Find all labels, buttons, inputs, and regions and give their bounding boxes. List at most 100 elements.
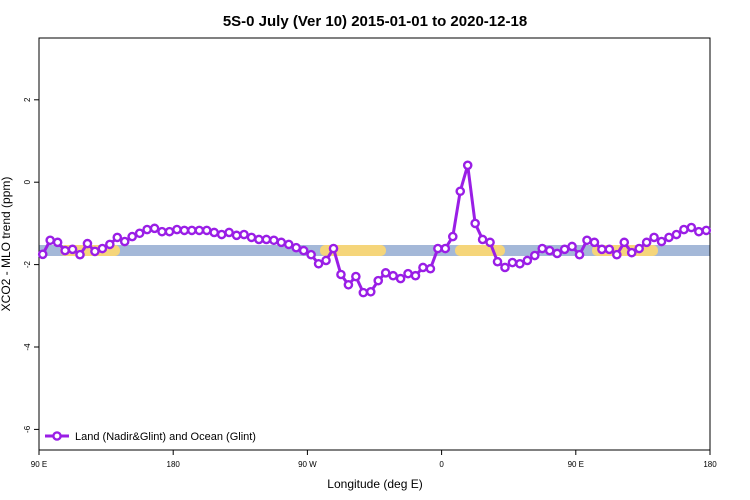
data-point <box>105 239 115 250</box>
data-point <box>388 270 398 281</box>
legend-label: Land (Nadir&Glint) and Ocean (Glint) <box>75 431 256 443</box>
x-tick-label: 180 <box>167 460 181 469</box>
data-point <box>619 237 630 248</box>
plot-frame <box>38 37 711 451</box>
data-point <box>97 243 108 254</box>
data-point <box>641 237 652 248</box>
data-point <box>239 229 249 240</box>
data-point <box>164 226 175 237</box>
land-band <box>455 245 505 256</box>
data-point <box>75 249 85 260</box>
data-point <box>507 257 518 268</box>
data-point <box>269 235 279 246</box>
x-tick-label: 0 <box>439 460 444 469</box>
data-point <box>343 279 354 290</box>
data-point <box>425 263 436 274</box>
data-point <box>321 255 331 266</box>
data-point <box>403 268 413 279</box>
data-point <box>134 228 145 239</box>
data-point <box>60 245 70 256</box>
data-point <box>313 258 324 269</box>
data-point <box>529 250 540 261</box>
x-axis-label: Longitude (deg E) <box>327 477 422 491</box>
data-point <box>455 186 466 197</box>
data-point <box>328 243 339 254</box>
data-point <box>201 225 212 236</box>
data-point <box>500 262 510 273</box>
x-tick-label: 90 W <box>298 460 317 469</box>
chart-title: 5S-0 July (Ver 10) 2015-01-01 to 2020-12… <box>223 13 527 30</box>
data-point <box>485 237 495 248</box>
y-tick-label: 2 <box>23 97 32 102</box>
data-point <box>410 270 421 281</box>
data-point <box>298 245 309 256</box>
y-axis-label: XCO2 - MLO trend (ppm) <box>0 177 13 312</box>
data-point <box>157 226 167 237</box>
y-tick-label: -6 <box>23 425 32 433</box>
data-point <box>37 249 48 260</box>
data-point <box>612 249 622 260</box>
y-tick-label: 0 <box>23 179 32 184</box>
data-point <box>582 235 592 246</box>
x-tick-label: 180 <box>703 460 717 469</box>
y-tick-label: -2 <box>23 260 32 268</box>
data-point <box>694 226 704 237</box>
data-point <box>470 218 480 229</box>
data-point <box>172 224 182 235</box>
data-point <box>52 237 63 248</box>
data-point <box>656 236 667 247</box>
data-point <box>82 238 93 249</box>
data-point <box>224 227 234 238</box>
data-point <box>336 269 346 280</box>
y-tick-label: -4 <box>23 343 32 351</box>
data-point <box>515 258 525 269</box>
data-point <box>649 232 659 243</box>
data-point <box>671 229 682 240</box>
data-point <box>626 247 637 258</box>
data-point <box>283 239 294 250</box>
data-point <box>701 225 712 236</box>
data-point <box>559 244 570 255</box>
data-point <box>522 255 533 266</box>
data-point <box>119 236 130 247</box>
data-point <box>112 232 123 243</box>
data-point <box>462 160 473 171</box>
data-point <box>447 231 458 242</box>
data-point <box>544 245 555 256</box>
data-point <box>90 246 100 257</box>
x-tick-label: 90 E <box>31 460 47 469</box>
data-point <box>597 244 607 255</box>
legend-marker <box>52 431 62 441</box>
x-tick-label: 90 E <box>568 460 584 469</box>
data-point <box>686 222 697 233</box>
data-point <box>418 262 428 273</box>
data-point <box>373 275 384 286</box>
data-point <box>306 249 316 260</box>
data-point <box>679 224 689 235</box>
data-point <box>574 249 585 260</box>
data-point <box>604 244 615 255</box>
data-point <box>67 244 78 255</box>
data-point <box>291 242 302 253</box>
data-point <box>187 225 197 236</box>
data-point <box>261 234 272 245</box>
data-point <box>194 225 205 236</box>
data-point <box>351 271 361 282</box>
data-point <box>589 237 600 248</box>
data-point <box>395 273 406 284</box>
data-point <box>567 241 577 252</box>
data-point <box>231 230 242 241</box>
data-point <box>216 229 227 240</box>
data-point <box>552 248 562 259</box>
data-point <box>142 224 152 235</box>
data-point <box>179 225 190 236</box>
data-point <box>664 232 674 243</box>
data-point <box>254 234 264 245</box>
data-point <box>433 243 443 254</box>
data-point <box>634 243 644 254</box>
data-point <box>45 235 55 246</box>
data-point <box>209 227 220 238</box>
data-point <box>440 243 451 254</box>
data-point <box>149 223 160 234</box>
